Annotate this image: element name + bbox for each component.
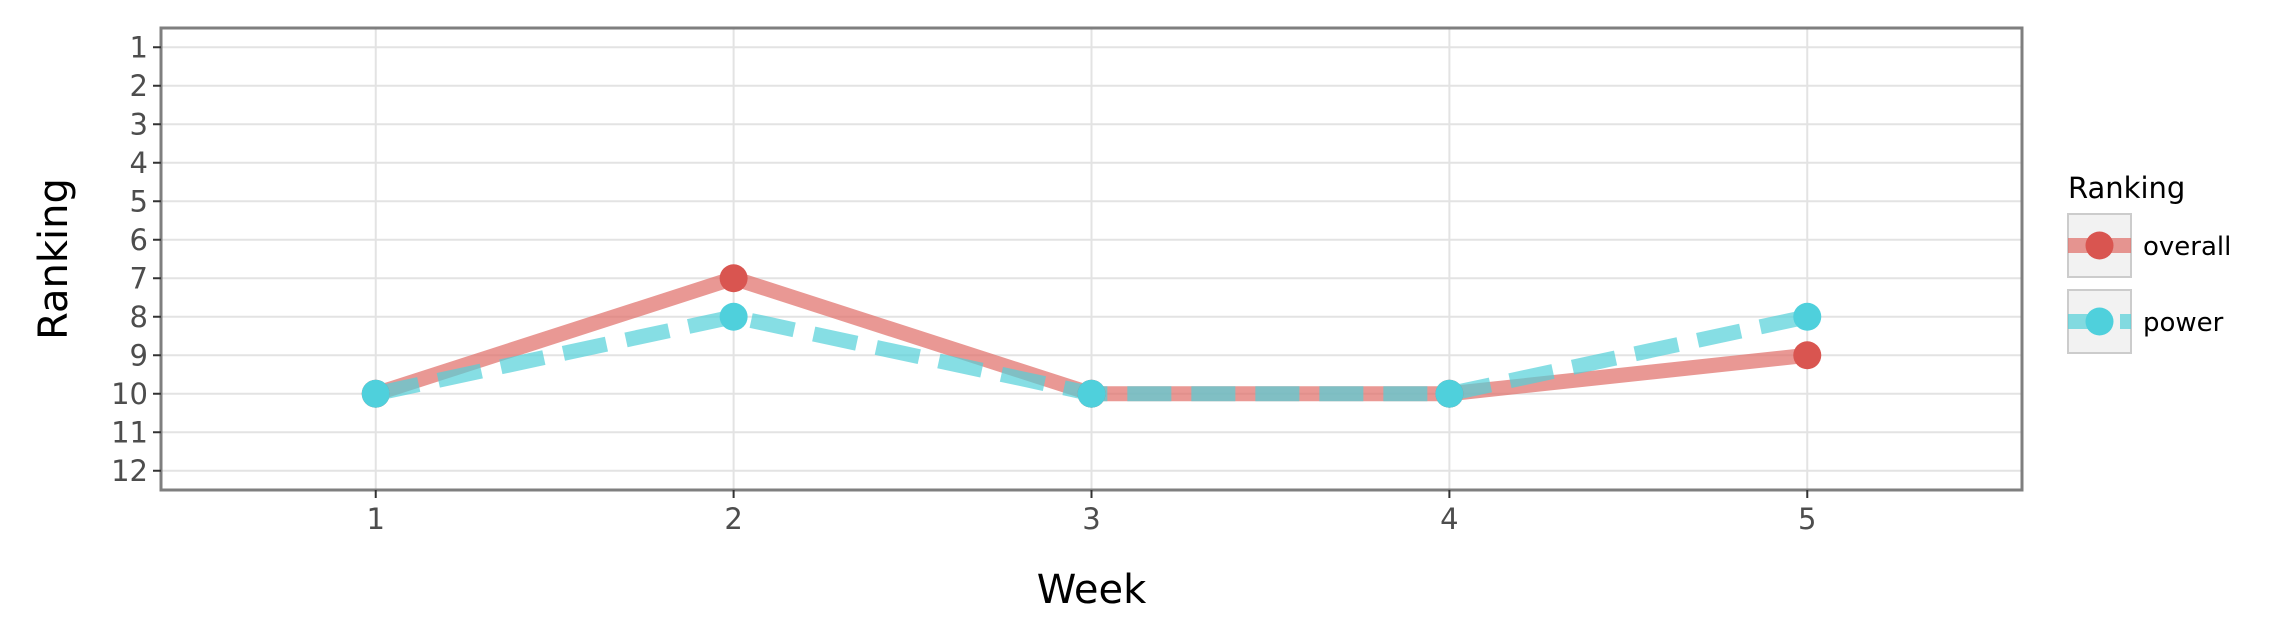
grid xyxy=(161,28,2022,490)
x-tick-label: 4 xyxy=(1440,502,1458,536)
power-data-point xyxy=(361,379,390,408)
x-tick-label: 2 xyxy=(724,502,742,536)
legend: Ranking overall power xyxy=(2067,171,2231,354)
series-lines xyxy=(361,264,1822,408)
power-data-point xyxy=(1435,379,1464,408)
overall-data-point xyxy=(719,264,748,293)
x-tick-label: 1 xyxy=(367,502,385,536)
power-data-point xyxy=(719,302,748,331)
x-tick-label: 5 xyxy=(1798,502,1816,536)
y-tick-label: 2 xyxy=(130,69,148,103)
legend-label: overall xyxy=(2143,232,2231,262)
power-data-point xyxy=(1077,379,1106,408)
y-tick-label: 3 xyxy=(130,107,148,141)
y-axis-title: Ranking xyxy=(31,178,77,340)
y-tick-label: 11 xyxy=(111,415,148,449)
legend-key-point xyxy=(2085,307,2114,336)
x-axis-title: Week xyxy=(1037,567,1147,613)
y-tick-label: 4 xyxy=(130,146,148,180)
power-data-point xyxy=(1793,302,1822,331)
y-tick-label: 7 xyxy=(130,261,148,295)
x-tick-label: 3 xyxy=(1082,502,1100,536)
y-tick-label: 1 xyxy=(130,30,148,64)
y-tick-label: 10 xyxy=(111,377,148,411)
y-tick-label: 5 xyxy=(130,184,148,218)
legend-items: overall power xyxy=(2067,213,2231,354)
x-axis-ticks: 1 2 3 4 5 xyxy=(367,490,1816,536)
y-tick-label: 6 xyxy=(130,223,148,257)
y-tick-label: 12 xyxy=(111,454,148,488)
overall-data-point xyxy=(1793,341,1822,370)
legend-label: power xyxy=(2143,308,2224,338)
legend-title: Ranking xyxy=(2068,171,2185,205)
y-tick-label: 9 xyxy=(130,338,148,372)
y-tick-label: 8 xyxy=(130,300,148,334)
legend-item-overall: overall xyxy=(2067,213,2231,278)
legend-item-power: power xyxy=(2067,289,2224,354)
legend-key-point xyxy=(2085,231,2114,260)
